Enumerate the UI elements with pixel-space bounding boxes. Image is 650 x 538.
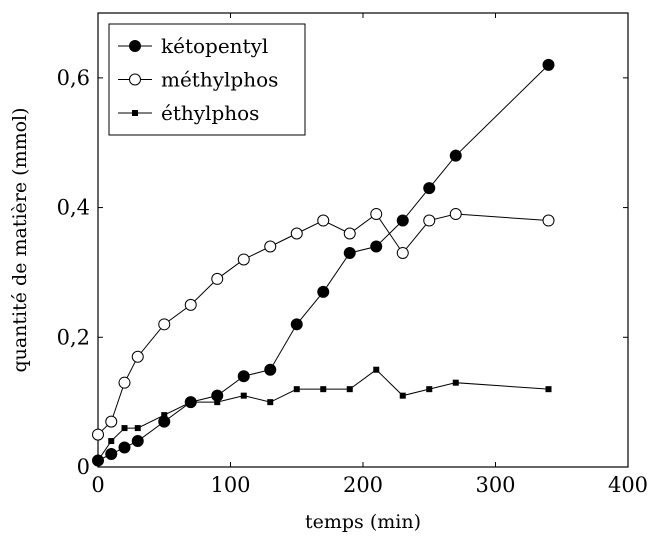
data-point <box>92 428 104 441</box>
data-point <box>343 227 356 240</box>
tick-labels: 0 100 200 300 400 0 0,2 0,4 0,6 <box>57 66 648 497</box>
data-point <box>449 149 462 162</box>
y-tick-label: 0 <box>77 455 90 479</box>
plot-area <box>92 12 629 468</box>
data-point <box>545 386 552 393</box>
legend-entry: méthylphos <box>118 68 278 92</box>
data-point <box>108 438 115 445</box>
data-point <box>449 208 462 221</box>
x-tick-label: 0 <box>91 473 104 497</box>
data-point <box>134 425 141 432</box>
legend-marker <box>132 110 138 116</box>
data-point <box>343 246 356 259</box>
legend-entry: éthylphos <box>118 101 259 125</box>
data-point <box>267 399 274 406</box>
x-tick-label: 100 <box>210 473 250 497</box>
data-point <box>131 435 144 448</box>
data-point <box>187 399 194 406</box>
data-point <box>105 415 118 428</box>
data-point <box>121 425 128 432</box>
data-point <box>105 448 118 461</box>
data-point <box>396 246 409 259</box>
data-point <box>542 58 555 71</box>
data-point <box>396 214 409 227</box>
data-point <box>214 399 221 406</box>
legend-entry: kétopentyl <box>118 34 268 58</box>
data-point <box>118 376 131 389</box>
y-axis-title: quantité de matière (mmol) <box>9 107 31 372</box>
data-point <box>118 441 131 454</box>
data-point <box>184 298 197 311</box>
data-point <box>293 386 300 393</box>
series-layer <box>92 58 555 467</box>
data-point <box>320 386 327 393</box>
series-2 <box>92 208 555 441</box>
x-tick-label: 300 <box>475 473 515 497</box>
data-point <box>290 318 303 331</box>
data-point <box>346 386 353 393</box>
data-point <box>264 363 277 376</box>
x-axis-title: temps (min) <box>305 511 421 533</box>
x-tick-label: 400 <box>608 473 648 497</box>
y-tick-label: 0,4 <box>57 196 90 220</box>
y-tick-label: 0,2 <box>57 325 90 349</box>
series-3 <box>95 366 552 464</box>
data-point <box>264 240 277 253</box>
data-point <box>452 379 459 386</box>
data-point <box>542 214 555 227</box>
data-point <box>370 208 383 221</box>
legend-marker <box>129 40 141 52</box>
data-point <box>237 370 250 383</box>
legend: kétopentyl méthylphos éthylphos <box>108 23 306 136</box>
legend-label: méthylphos <box>161 68 278 92</box>
data-point <box>423 182 436 195</box>
data-point <box>237 253 250 266</box>
data-point <box>317 285 330 298</box>
data-point <box>317 214 330 227</box>
data-point <box>158 318 171 331</box>
data-point <box>423 214 436 227</box>
data-point <box>211 272 224 285</box>
legend-marker <box>129 73 141 86</box>
data-point <box>370 240 383 253</box>
x-tick-label: 200 <box>343 473 383 497</box>
data-point <box>373 366 380 373</box>
data-point <box>240 392 247 399</box>
data-point <box>161 412 168 419</box>
data-point <box>426 386 433 393</box>
y-tick-label: 0,6 <box>57 66 90 90</box>
data-point <box>399 392 406 399</box>
data-point <box>131 350 144 363</box>
axis-ticks <box>97 13 629 468</box>
legend-label: kétopentyl <box>161 34 268 58</box>
series-1 <box>92 58 555 467</box>
legend-label: éthylphos <box>161 101 259 125</box>
data-point <box>95 457 101 464</box>
data-point <box>290 227 303 240</box>
